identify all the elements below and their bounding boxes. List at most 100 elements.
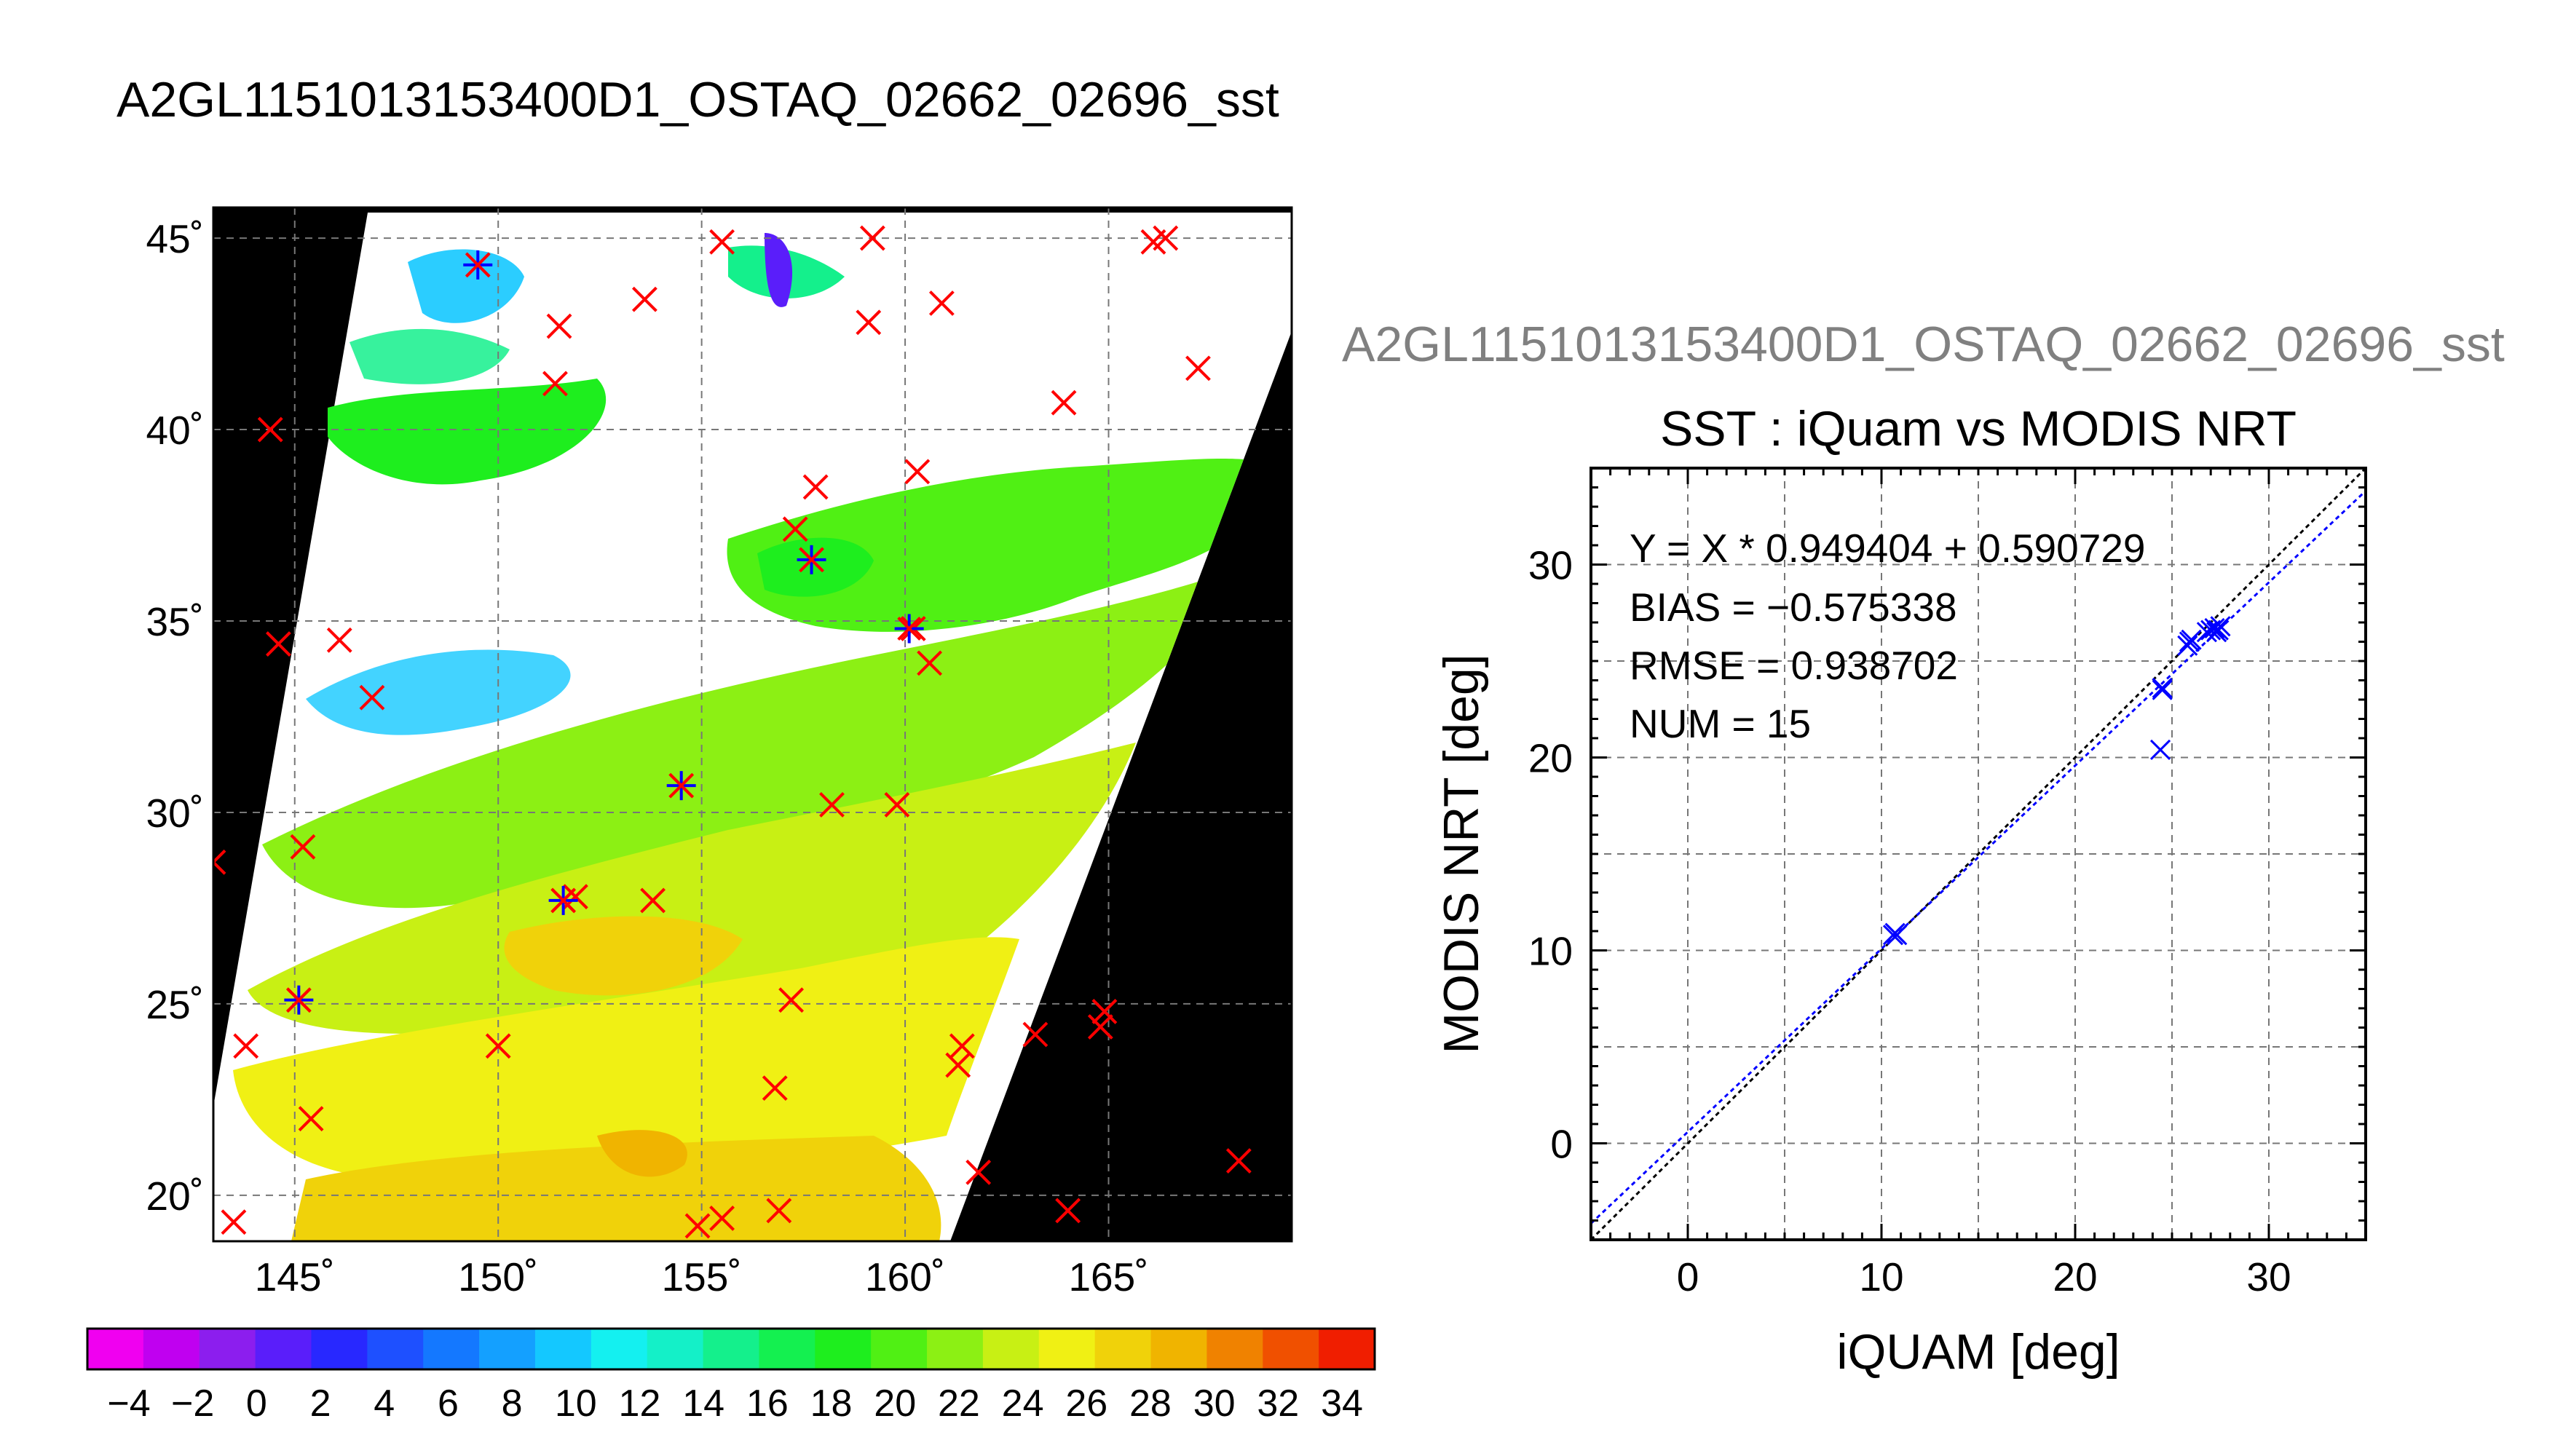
colorbar-cells bbox=[87, 1329, 1375, 1369]
fit-line bbox=[1591, 490, 2366, 1224]
map-y-tick-label: 25˚ bbox=[146, 982, 205, 1027]
scatter-point bbox=[2181, 629, 2202, 650]
scatter-point bbox=[2152, 679, 2173, 700]
colorbar-cell bbox=[1207, 1329, 1264, 1369]
scatter-y-tick-label: 10 bbox=[1528, 929, 1573, 974]
matched-marker bbox=[284, 985, 314, 1015]
buoy-marker bbox=[778, 987, 805, 1013]
buoy-marker bbox=[1091, 999, 1118, 1024]
colorbar-cell bbox=[1038, 1329, 1096, 1369]
colorbar-cell bbox=[759, 1329, 816, 1369]
scatter-point bbox=[1887, 925, 1908, 946]
colorbar-cell bbox=[647, 1329, 704, 1369]
map-x-tick-label: 165˚ bbox=[1068, 1254, 1148, 1299]
colorbar-tick-label: 18 bbox=[810, 1382, 853, 1425]
colorbar-tick-label: 20 bbox=[874, 1382, 916, 1425]
scatter-point bbox=[2152, 678, 2173, 699]
scatter-x-tick-label: 10 bbox=[1859, 1254, 1903, 1299]
map-x-tick-label: 155˚ bbox=[662, 1254, 742, 1299]
stats-box: Y = X * 0.949404 + 0.590729 BIAS = −0.57… bbox=[1630, 526, 2146, 746]
scatter-grid bbox=[1591, 468, 2366, 1240]
buoy-marker bbox=[945, 1052, 971, 1078]
buoy-marker bbox=[709, 1206, 735, 1231]
buoy-marker bbox=[1051, 389, 1077, 416]
scatter-y-tick-label: 30 bbox=[1528, 543, 1573, 588]
buoy-marker bbox=[1087, 1014, 1113, 1040]
identity-line bbox=[1591, 468, 2366, 1240]
colorbar-tick-label: 4 bbox=[374, 1382, 395, 1425]
map-y-tick-label: 45˚ bbox=[146, 216, 205, 261]
scatter-point bbox=[2210, 616, 2231, 637]
scatter-ticks: 0 10 20 30 0 10 20 30 bbox=[1528, 467, 2367, 1299]
scatter-gray-title: A2GL1151013153400D1_OSTAQ_02662_02696_ss… bbox=[1342, 317, 2505, 372]
buoy-marker bbox=[762, 1075, 788, 1101]
buoy-marker bbox=[640, 887, 666, 914]
colorbar-tick-label: 26 bbox=[1065, 1382, 1107, 1425]
colorbar-cell bbox=[927, 1329, 984, 1369]
scatter-point bbox=[2208, 620, 2229, 641]
map-frame bbox=[212, 206, 1293, 1243]
buoy-marker bbox=[257, 416, 283, 443]
rmse-value: RMSE = 0.938702 bbox=[1630, 643, 1958, 688]
colorbar-tick-label: 2 bbox=[310, 1382, 331, 1425]
colorbar-cell bbox=[1319, 1329, 1375, 1369]
buoy-marker bbox=[542, 371, 568, 397]
matched-marker bbox=[894, 614, 924, 644]
matched-marker bbox=[463, 250, 493, 280]
colorbar-cell bbox=[311, 1329, 368, 1369]
buoy-marker bbox=[928, 290, 955, 316]
colorbar-cell bbox=[815, 1329, 872, 1369]
num-value: NUM = 15 bbox=[1630, 701, 1811, 746]
colorbar-cell bbox=[1150, 1329, 1208, 1369]
colorbar-tick-label: 12 bbox=[619, 1382, 661, 1425]
colorbar-cell bbox=[982, 1329, 1040, 1369]
colorbar-cell bbox=[255, 1329, 312, 1369]
colorbar-tick-label: −4 bbox=[107, 1382, 150, 1425]
map-y-tick-label: 35˚ bbox=[146, 599, 205, 644]
map-x-tick-label: 150˚ bbox=[458, 1254, 538, 1299]
buoy-marker bbox=[917, 650, 943, 676]
map-grid bbox=[213, 207, 1292, 1241]
buoy-marker bbox=[766, 1198, 792, 1224]
colorbar-cell bbox=[199, 1329, 256, 1369]
matched-marker bbox=[548, 885, 578, 915]
colorbar-cell bbox=[479, 1329, 536, 1369]
colorbar-tick-label: 32 bbox=[1257, 1382, 1299, 1425]
fit-equation: Y = X * 0.949404 + 0.590729 bbox=[1630, 526, 2146, 571]
matched-marker bbox=[797, 545, 826, 574]
buoy-marker bbox=[485, 1033, 511, 1059]
colorbar-tick-label: 10 bbox=[555, 1382, 597, 1425]
figure-title: A2GL1151013153400D1_OSTAQ_02662_02696_ss… bbox=[117, 72, 1279, 127]
colorbar-cell bbox=[871, 1329, 928, 1369]
colorbar-cell bbox=[423, 1329, 481, 1369]
buoy-marker bbox=[802, 474, 829, 500]
map-tick-labels: 145˚ 150˚ 155˚ 160˚ 165˚ 20˚ 25˚ 30˚ 35˚ 40˚ 45˚ bbox=[146, 216, 1149, 1299]
colorbar-cell bbox=[534, 1329, 592, 1369]
buoy-marker bbox=[684, 1213, 711, 1239]
map-x-tick-label: 160˚ bbox=[865, 1254, 945, 1299]
buoy-marker bbox=[859, 225, 885, 251]
colorbar-tick-label: 0 bbox=[246, 1382, 267, 1425]
scatter-x-tick-label: 20 bbox=[2053, 1254, 2097, 1299]
scatter-xlabel: iQUAM [deg] bbox=[1836, 1324, 2120, 1380]
colorbar-cell bbox=[367, 1329, 424, 1369]
scatter-points bbox=[1882, 616, 2231, 946]
scatter-y-tick-label: 0 bbox=[1550, 1122, 1573, 1167]
buoy-marker bbox=[1153, 225, 1179, 251]
colorbar-tick-label: 24 bbox=[1002, 1382, 1044, 1425]
buoy-marker bbox=[233, 1033, 259, 1059]
colorbar-cell bbox=[87, 1329, 144, 1369]
buoy-marker bbox=[709, 229, 735, 255]
map-y-tick-label: 30˚ bbox=[146, 791, 205, 836]
buoy-marker bbox=[546, 313, 572, 339]
colorbar-tick-labels: −4 −2 0 2 4 6 8 10 12 14 16 18 20 22 24 26 28 30 32 34 bbox=[107, 1382, 1363, 1425]
scatter-ylabel: MODIS NRT [deg] bbox=[1434, 654, 1489, 1053]
colorbar-tick-label: 34 bbox=[1321, 1382, 1363, 1425]
colorbar-cell bbox=[1263, 1329, 1320, 1369]
colorbar-tick-label: −2 bbox=[171, 1382, 214, 1425]
scatter-title: SST : iQuam vs MODIS NRT bbox=[1660, 401, 2297, 456]
buoy-marker bbox=[213, 849, 226, 875]
scatter-point bbox=[2149, 739, 2171, 760]
buoy-marker bbox=[965, 1159, 992, 1185]
